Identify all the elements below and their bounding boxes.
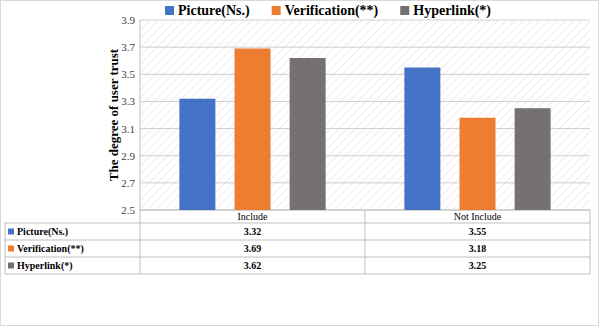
y-axis-label: The degree of user trust xyxy=(106,48,121,181)
legend-swatch xyxy=(272,6,281,15)
chart: 2.5 2.7 2.9 3.1 3.3 3.5 3.7 3.9 The degree of us… xyxy=(0,0,599,326)
table-line xyxy=(5,223,590,224)
grid-line xyxy=(140,47,590,48)
bar xyxy=(404,68,440,211)
table-swatch xyxy=(8,263,14,269)
table-line xyxy=(140,210,141,274)
table-swatch xyxy=(8,229,14,235)
plot-background xyxy=(140,20,590,210)
table-value: 3.32 xyxy=(244,226,262,237)
bar xyxy=(290,58,326,210)
bars xyxy=(179,49,550,211)
table-line xyxy=(5,223,6,274)
table-value: 3.69 xyxy=(244,243,262,254)
y-tick-label: 2.7 xyxy=(121,177,135,189)
table-line xyxy=(5,257,590,258)
table-series-name: Verification(**) xyxy=(17,243,84,255)
table-line xyxy=(5,240,590,241)
table-value: 3.18 xyxy=(469,243,487,254)
frame xyxy=(1,1,599,326)
table-swatch xyxy=(8,246,14,252)
table-line xyxy=(5,274,590,275)
y-tick-label: 3.5 xyxy=(121,68,135,80)
bar xyxy=(515,108,551,210)
table-value: 3.62 xyxy=(244,260,262,271)
x-tick-label: Include xyxy=(238,211,269,222)
y-tick-label: 3.1 xyxy=(121,123,135,135)
y-tick-label: 3.9 xyxy=(121,14,135,26)
legend-swatch xyxy=(400,6,409,15)
y-tick-label: 3.3 xyxy=(121,95,135,107)
y-tick-label: 2.9 xyxy=(121,150,135,162)
legend-swatch xyxy=(165,6,174,15)
y-tick-label: 2.5 xyxy=(121,204,135,216)
table-line xyxy=(590,210,591,274)
table-value: 3.25 xyxy=(469,260,487,271)
legend-label: Hyperlink(*) xyxy=(413,3,491,19)
grid-line xyxy=(140,74,590,75)
table-series-name: Picture(Ns.) xyxy=(17,226,68,238)
y-tick-label: 3.7 xyxy=(121,41,135,53)
legend-label: Picture(Ns.) xyxy=(178,3,250,19)
grid-line xyxy=(140,20,590,21)
bar xyxy=(235,49,271,211)
table-series-name: Hyperlink(*) xyxy=(17,260,73,272)
bar xyxy=(179,99,215,210)
bar xyxy=(460,118,496,210)
x-tick-label: Not Include xyxy=(454,211,502,222)
legend-label: Verification(**) xyxy=(285,3,379,19)
y-axis-line xyxy=(140,20,141,210)
table-value: 3.55 xyxy=(469,226,487,237)
table-line xyxy=(365,210,366,274)
